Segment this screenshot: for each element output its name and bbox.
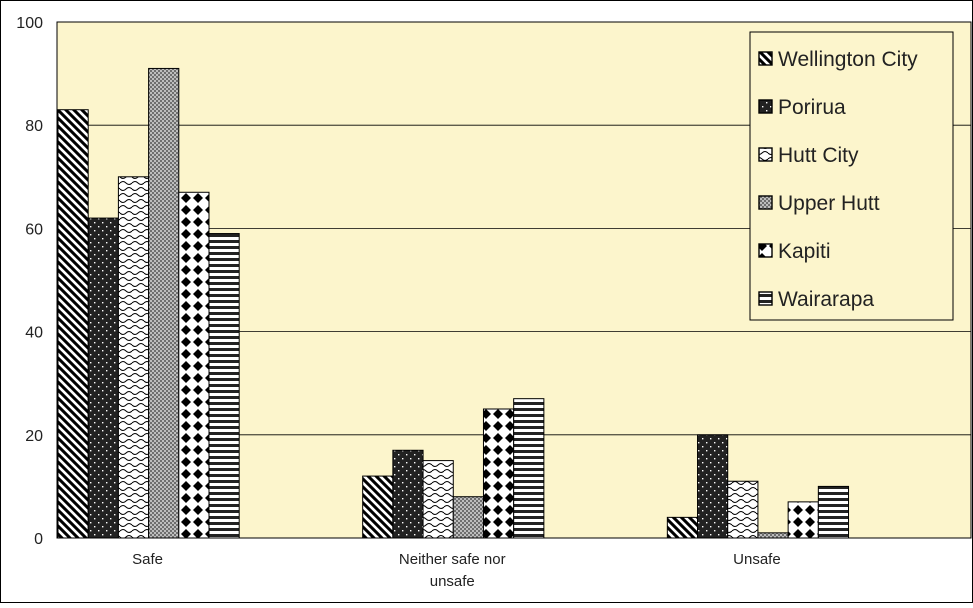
legend-label: Kapiti [778,240,831,263]
bars [57,67,850,539]
y-tick-label: 0 [34,531,43,548]
y-tick-label: 20 [25,428,43,445]
legend-swatch [758,51,773,66]
bar-wellington-city-unsafe [666,516,699,539]
x-category-label: Neither safe nor unsafe [399,551,506,590]
bar-upper-hutt-unsafe [757,532,789,539]
bar-upper-hutt-neither-safe-nor-unsafe [452,496,484,539]
x-category-label: Unsafe [733,551,781,568]
bar-kapiti-neither-safe-nor-unsafe [482,408,515,539]
y-tick-label: 80 [25,118,43,135]
legend-swatch [758,99,773,114]
y-tick-label: 60 [25,221,43,238]
legend-label: Wellington City [778,48,918,71]
legend-swatch [758,147,773,162]
bar-hutt-city-safe [117,176,150,539]
bar-wairarapa-neither-safe-nor-unsafe [513,398,545,539]
legend: Wellington City Porirua Hutt City Upper Hut… [749,31,954,321]
y-tick-label: 100 [16,15,43,32]
bar-hutt-city-neither-safe-nor-unsafe [422,460,454,539]
bar-porirua-unsafe [697,434,729,539]
bar-kapiti-unsafe [787,501,819,539]
legend-box [749,31,954,321]
legend-label: Hutt City [778,144,859,167]
legend-label: Porirua [778,96,846,119]
bar-wairarapa-unsafe [817,485,850,539]
bar-wairarapa-safe [208,233,240,539]
bar-porirua-safe [87,217,119,539]
bar-wellington-city-safe [57,109,89,539]
legend-label: Upper Hutt [778,192,880,215]
y-axis-tick-labels: 0 20 40 60 80 100 [16,15,43,548]
x-category-label: Safe [132,551,163,568]
legend-label: Wairarapa [778,288,874,311]
legend-swatch [758,291,773,306]
legend-swatch [758,195,773,210]
x-axis-category-labels: Safe Neither safe nor unsafe Unsafe [132,551,781,590]
bar-kapiti-safe [178,191,210,539]
legend-swatch [758,243,773,258]
bar-hutt-city-unsafe [727,480,759,539]
y-tick-label: 40 [25,325,43,342]
bar-upper-hutt-safe [148,67,180,539]
bar-wellington-city-neither-safe-nor-unsafe [362,475,394,539]
bar-porirua-neither-safe-nor-unsafe [392,449,424,539]
